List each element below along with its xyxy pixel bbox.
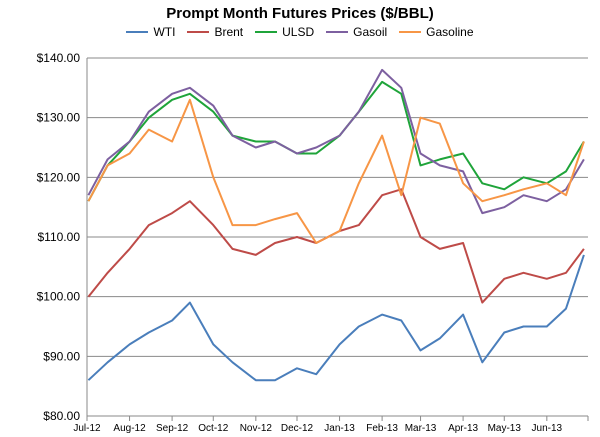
y-tick-label: $130.00 [37,111,81,125]
series-line-wti [87,254,585,382]
x-tick-label: Jul-12 [73,423,101,434]
y-tick-label: $120.00 [37,170,81,184]
x-tick-label: May-13 [488,423,522,434]
x-tick-label: Feb-13 [366,423,398,434]
legend-label: Gasoline [426,25,474,39]
legend-item-brent: Brent [187,25,243,39]
legend-swatch [399,31,422,33]
x-tick-label: Mar-13 [405,423,437,434]
legend-item-gasoline: Gasoline [399,25,474,39]
legend-swatch [326,31,349,33]
chart-title: Prompt Month Futures Prices ($/BBL) [166,5,434,22]
series-line-brent [87,188,585,304]
legend-swatch [126,31,149,33]
y-tick-label: $110.00 [38,230,81,244]
legend-item-wti: WTI [126,25,175,39]
y-tick-label: $90.00 [43,349,80,363]
series-line-gasoline [87,98,585,244]
legend-item-ulsd: ULSD [255,25,314,39]
x-tick-label: Apr-13 [448,423,478,434]
y-tick-label: $100.00 [37,290,81,304]
x-tick-label: Dec-12 [281,423,314,434]
x-tick-label: Jan-13 [324,423,355,434]
x-tick-label: Sep-12 [156,423,189,434]
legend-label: Gasoil [353,25,388,39]
series-line-gasoil [87,68,585,215]
y-tick-label: $140.00 [37,51,81,65]
x-tick-label: Oct-12 [198,423,228,434]
legend-label: Brent [214,25,244,39]
x-tick-label: Aug-12 [113,423,146,434]
legend-label: WTI [153,25,176,39]
legend-swatch [187,31,210,33]
y-tick-label: $80.00 [43,409,80,423]
legend-item-gasoil: Gasoil [326,25,387,39]
x-tick-label: Jun-13 [532,423,563,434]
x-tick-label: Nov-12 [240,423,273,434]
legend-label: ULSD [282,25,315,39]
legend-swatch [255,31,278,33]
legend: WTI Brent ULSD Gasoil Gasoline [0,24,600,40]
